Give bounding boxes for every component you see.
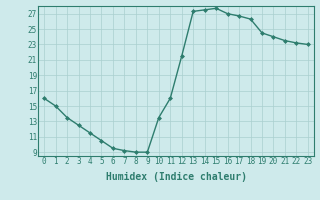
X-axis label: Humidex (Indice chaleur): Humidex (Indice chaleur): [106, 172, 246, 182]
